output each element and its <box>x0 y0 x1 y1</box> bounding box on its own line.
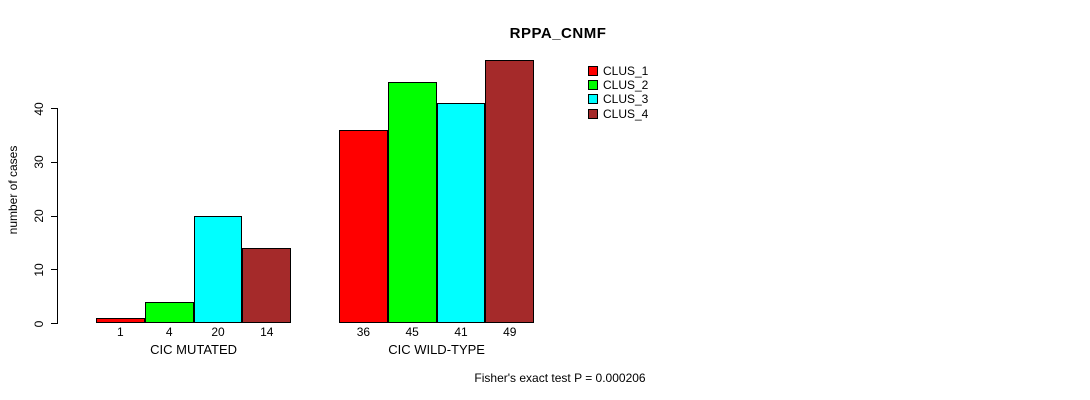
y-tick <box>51 161 58 163</box>
y-tick-label: 30 <box>32 155 46 170</box>
y-tick <box>51 215 58 217</box>
y-tick-label: 20 <box>32 209 46 223</box>
bar-clus_4-mutated <box>242 248 292 324</box>
y-tick <box>51 269 58 271</box>
legend-label: CLUS_3 <box>603 92 649 107</box>
bar-value-label: 20 <box>211 325 225 339</box>
legend-label: CLUS_4 <box>603 106 649 121</box>
legend: CLUS_1 CLUS_2 CLUS_3 CLUS_4 <box>588 64 648 121</box>
group-label-cic-wild-type: CIC WILD-TYPE <box>388 342 485 357</box>
bar-value-label: 14 <box>260 325 274 339</box>
y-axis-label: number of cases <box>6 145 20 235</box>
bar-clus_4-wild-type <box>485 60 535 324</box>
chart-title: RPPA_CNMF <box>509 25 607 42</box>
legend-swatch-clus-3 <box>588 94 598 105</box>
legend-item: CLUS_4 <box>588 107 648 121</box>
bar-clus_2-wild-type <box>387 81 437 324</box>
bar-clus_1-wild-type <box>339 130 388 324</box>
y-tick-label: 40 <box>32 102 46 116</box>
bar-value-label: 36 <box>356 325 371 339</box>
legend-item: CLUS_2 <box>588 78 648 92</box>
bar-clus_3-mutated <box>193 216 243 324</box>
bar-value-label: 41 <box>454 325 468 339</box>
legend-label: CLUS_2 <box>603 78 649 93</box>
y-tick-label: 0 <box>32 320 46 327</box>
bar-clus_2-mutated <box>144 302 194 324</box>
legend-swatch-clus-2 <box>588 80 598 91</box>
bar-clus_1-mutated <box>96 318 145 324</box>
y-tick <box>51 108 58 110</box>
legend-item: CLUS_3 <box>588 92 648 106</box>
y-tick-label: 10 <box>32 263 46 277</box>
y-tick <box>51 323 58 324</box>
bar-clus_3-wild-type <box>436 103 486 324</box>
bar-value-label: 4 <box>165 325 173 339</box>
bar-value-label: 45 <box>405 325 419 339</box>
legend-label: CLUS_1 <box>603 64 649 78</box>
legend-swatch-clus-1 <box>588 66 598 76</box>
group-label-cic-mutated: CIC MUTATED <box>150 342 238 357</box>
legend-swatch-clus-4 <box>588 108 598 119</box>
legend-item: CLUS_1 <box>588 64 648 78</box>
bar-value-label: 1 <box>117 325 124 339</box>
bar-value-label: 49 <box>503 325 517 339</box>
annotation-text: Fisher's exact test P = 0.000206 <box>474 371 646 385</box>
